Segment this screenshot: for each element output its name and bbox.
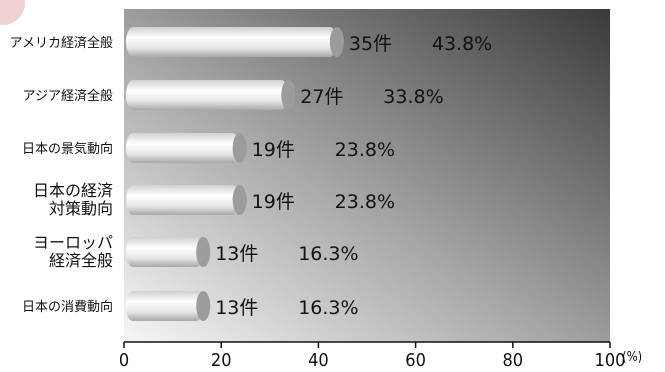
data-label-count: 35件 [349,33,392,55]
category-label: 経済全般 [49,251,113,270]
bar-end-cap [196,237,211,267]
data-label-count: 19件 [252,139,295,161]
corner-decoration [0,0,25,25]
bar [126,80,289,110]
bars-group [126,27,344,321]
bar [126,185,240,215]
data-label-count: 13件 [215,243,258,265]
x-tick-label: 60 [405,350,426,371]
plot-area [124,9,610,342]
category-label: 対策動向 [49,199,113,218]
data-label-percent: 23.8% [335,139,395,161]
x-tick-label: 0 [119,350,129,371]
data-label-percent: 33.8% [383,86,443,108]
data-label-percent: 23.8% [335,191,395,213]
data-label-percent: 16.3% [298,297,358,319]
bar [126,133,240,163]
bar-end-cap [281,80,296,110]
x-tick-label: 40 [308,350,329,371]
category-label: 日本の消費動向 [22,299,113,315]
data-label-percent: 43.8% [432,33,492,55]
category-label: 日本の経済 [33,181,113,200]
data-label-count: 27件 [300,86,343,108]
bar-end-cap [232,133,247,163]
data-label-count: 13件 [215,297,258,319]
category-label: アメリカ経済全般 [10,35,113,51]
x-tick-label: 20 [211,350,232,371]
category-label: 日本の景気動向 [22,141,113,157]
x-tick-label: 80 [502,350,523,371]
bar-end-cap [232,185,247,215]
bar-end-cap [329,27,344,57]
data-labels: 35件 43.8% 27件 33.8% 19件 23.8% 19件 23.8% 13件 16.3%… [215,33,492,319]
bar [126,237,204,267]
bar-end-cap [196,291,211,321]
bar [126,27,337,57]
x-tick-label: 100 [595,350,626,371]
category-label: アジア経済全般 [23,88,113,104]
data-label-percent: 16.3% [298,243,358,265]
x-axis-unit: (%) [622,350,642,365]
x-axis-ticks: 0 20 40 60 80 100 [119,342,626,371]
category-label: ヨーロッパ [33,233,113,252]
category-labels: アメリカ経済全般アジア経済全般日本の景気動向日本の経済対策動向ヨーロッパ経済全般… [10,35,113,315]
bar [126,291,204,321]
data-label-count: 19件 [252,191,295,213]
